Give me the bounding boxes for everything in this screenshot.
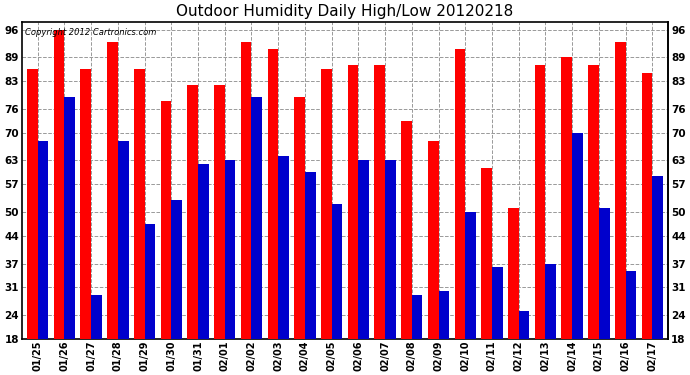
Bar (652, 176, 663, 375)
Bar (572, 133, 583, 375)
Bar (161, 101, 171, 375)
Bar (27, 69, 38, 375)
Bar (278, 156, 289, 375)
Bar (241, 42, 251, 375)
Bar (519, 311, 529, 375)
Bar (358, 160, 369, 375)
Title: Outdoor Humidity Daily High/Low 20120218: Outdoor Humidity Daily High/Low 20120218 (177, 4, 513, 19)
Bar (535, 65, 545, 375)
Bar (91, 295, 102, 375)
Bar (118, 141, 128, 375)
Bar (465, 212, 476, 375)
Bar (599, 208, 609, 375)
Bar (54, 30, 64, 375)
Bar (251, 97, 262, 375)
Bar (412, 295, 422, 375)
Bar (385, 160, 396, 375)
Bar (492, 267, 502, 375)
Bar (64, 97, 75, 375)
Bar (545, 264, 556, 375)
Bar (225, 160, 235, 375)
Bar (508, 208, 519, 375)
Bar (401, 121, 412, 375)
Bar (428, 141, 439, 375)
Bar (81, 69, 91, 375)
Bar (268, 50, 278, 375)
Bar (375, 65, 385, 375)
Bar (439, 291, 449, 375)
Bar (626, 272, 636, 375)
Text: Copyright 2012 Cartronics.com: Copyright 2012 Cartronics.com (25, 28, 157, 37)
Bar (348, 65, 358, 375)
Bar (481, 168, 492, 375)
Bar (198, 164, 209, 375)
Bar (214, 85, 225, 375)
Bar (588, 65, 599, 375)
Bar (332, 204, 342, 375)
Bar (107, 42, 118, 375)
Bar (305, 172, 315, 375)
Bar (615, 42, 626, 375)
Bar (171, 200, 182, 375)
Bar (134, 69, 145, 375)
Bar (188, 85, 198, 375)
Bar (294, 97, 305, 375)
Bar (642, 73, 652, 375)
Bar (321, 69, 332, 375)
Bar (38, 141, 48, 375)
Bar (455, 50, 465, 375)
Bar (145, 224, 155, 375)
Bar (562, 57, 572, 375)
